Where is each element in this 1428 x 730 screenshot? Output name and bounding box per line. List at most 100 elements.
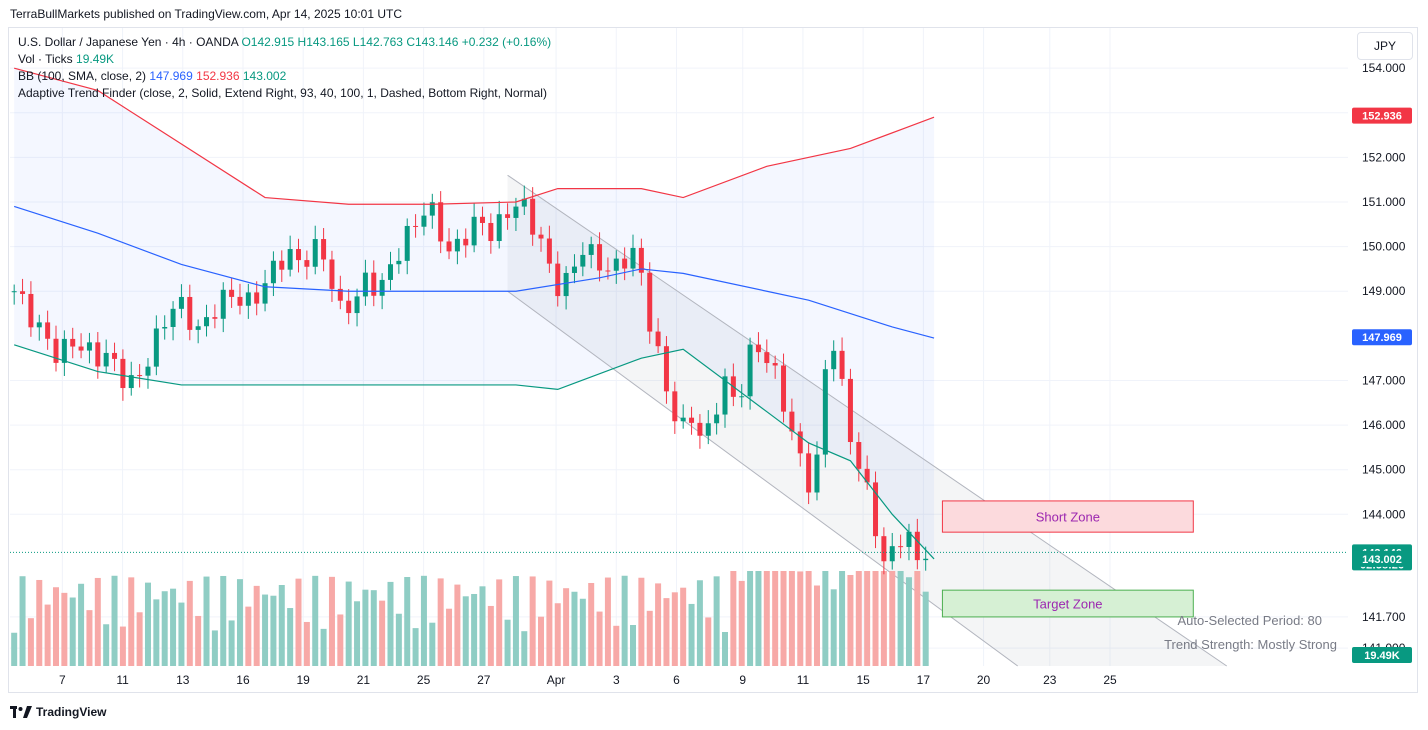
candle-body bbox=[697, 422, 703, 436]
candle-body bbox=[839, 350, 845, 379]
volume-bar bbox=[897, 571, 904, 666]
candle-body bbox=[254, 292, 260, 304]
candle-body bbox=[287, 249, 293, 270]
candle-body bbox=[387, 264, 393, 280]
candle-body bbox=[647, 272, 653, 332]
volume-bar bbox=[688, 603, 695, 666]
volume-bar bbox=[144, 582, 151, 666]
annotation-trend-strength: Trend Strength: Mostly Strong bbox=[1164, 637, 1337, 652]
candle-body bbox=[170, 308, 176, 327]
legend-bb-upper: 152.936 bbox=[196, 69, 240, 83]
candle-body bbox=[622, 258, 628, 269]
legend-volume-line[interactable]: Vol · Ticks 19.49K bbox=[18, 52, 114, 66]
volume-bar bbox=[262, 594, 269, 666]
volume-bar bbox=[111, 575, 118, 666]
legend-atf-line[interactable]: Adaptive Trend Finder (close, 2, Solid, … bbox=[18, 86, 547, 100]
price-tag-label: 143.002 bbox=[1362, 554, 1402, 566]
volume-bar bbox=[412, 628, 419, 666]
candle-body bbox=[847, 378, 853, 443]
candle-body bbox=[889, 546, 895, 562]
y-tick-label: 149.000 bbox=[1362, 284, 1406, 298]
y-tick-label: 147.000 bbox=[1362, 373, 1406, 387]
bollinger-upper-line bbox=[14, 67, 935, 205]
volume-bar bbox=[621, 575, 628, 666]
candle-body bbox=[755, 344, 761, 353]
zone-label: Short Zone bbox=[1036, 510, 1100, 525]
volume-bar bbox=[755, 571, 762, 666]
y-tick-label: 151.000 bbox=[1362, 195, 1406, 209]
legend-symbol-name: U.S. Dollar / Japanese Yen · 4h · OANDA bbox=[18, 35, 239, 49]
y-tick-label: 150.000 bbox=[1362, 240, 1406, 254]
footer-brand[interactable]: TradingView bbox=[10, 705, 106, 719]
volume-bar bbox=[646, 610, 653, 666]
volume-bar bbox=[312, 575, 319, 666]
bollinger-basis-line bbox=[13, 205, 935, 339]
volume-bar bbox=[103, 624, 110, 666]
candle-body bbox=[137, 375, 143, 377]
volume-bar bbox=[563, 588, 570, 666]
volume-bar bbox=[705, 617, 712, 666]
volume-bar bbox=[454, 584, 461, 666]
y-tick-label: 152.000 bbox=[1362, 150, 1406, 164]
bollinger-lower-line bbox=[13, 344, 935, 560]
candle-body bbox=[296, 249, 302, 261]
candle-body bbox=[781, 365, 787, 412]
price-tag-label: 147.969 bbox=[1362, 332, 1402, 344]
volume-bar bbox=[813, 585, 820, 666]
volume-bar bbox=[738, 580, 745, 666]
candle-body bbox=[588, 244, 594, 255]
volume-bar bbox=[195, 615, 202, 666]
volume-bar bbox=[44, 604, 51, 666]
candle-body bbox=[404, 225, 410, 261]
volume-bar bbox=[604, 577, 611, 666]
volume-bar bbox=[245, 606, 252, 666]
volume-bar bbox=[504, 619, 511, 666]
legend-bb-basis: 147.969 bbox=[149, 69, 193, 83]
volume-bar bbox=[521, 631, 528, 666]
x-tick-label: 13 bbox=[176, 673, 190, 687]
candle-body bbox=[605, 270, 611, 272]
volume-bar bbox=[872, 571, 879, 666]
candle-body bbox=[789, 411, 795, 432]
candle-body bbox=[178, 296, 184, 309]
x-tick-label: 3 bbox=[613, 673, 620, 687]
currency-button[interactable]: JPY bbox=[1357, 32, 1413, 60]
candle-body bbox=[354, 296, 360, 314]
candle-body bbox=[463, 238, 469, 246]
volume-bar bbox=[437, 578, 444, 666]
volume-bar bbox=[61, 592, 68, 666]
candle-body bbox=[672, 391, 678, 422]
legend-symbol-line[interactable]: U.S. Dollar / Japanese Yen · 4h · OANDA … bbox=[18, 35, 551, 49]
volume-bar bbox=[136, 612, 143, 666]
volume-bar bbox=[270, 595, 277, 666]
candle-body bbox=[128, 375, 134, 389]
candle-body bbox=[262, 283, 268, 304]
volume-bar bbox=[119, 626, 126, 666]
candle-body bbox=[429, 202, 435, 216]
candle-body bbox=[772, 363, 778, 366]
volume-bar bbox=[52, 587, 59, 666]
y-tick-label: 146.000 bbox=[1362, 418, 1406, 432]
candle-body bbox=[78, 346, 84, 351]
candle-body bbox=[237, 296, 243, 306]
x-tick-label: 17 bbox=[917, 673, 931, 687]
price-tag-label: 19.49K bbox=[1364, 650, 1400, 662]
candle-body bbox=[86, 342, 92, 351]
volume-bar bbox=[128, 577, 135, 666]
volume-bar bbox=[663, 598, 670, 666]
candle-body bbox=[20, 291, 26, 294]
volume-bar bbox=[86, 610, 93, 666]
candle-body bbox=[153, 328, 159, 367]
candle-body bbox=[112, 352, 118, 359]
volume-bar bbox=[379, 600, 386, 666]
volume-bar bbox=[864, 571, 871, 666]
candle-body bbox=[454, 238, 460, 252]
volume-bar bbox=[462, 596, 469, 666]
volume-bar bbox=[19, 576, 26, 666]
legend-bb-line[interactable]: BB (100, SMA, close, 2) 147.969 152.936 … bbox=[18, 69, 286, 83]
volume-bar bbox=[94, 577, 101, 666]
candle-body bbox=[739, 396, 745, 398]
volume-bar bbox=[880, 571, 887, 666]
bollinger-fill bbox=[14, 68, 935, 559]
